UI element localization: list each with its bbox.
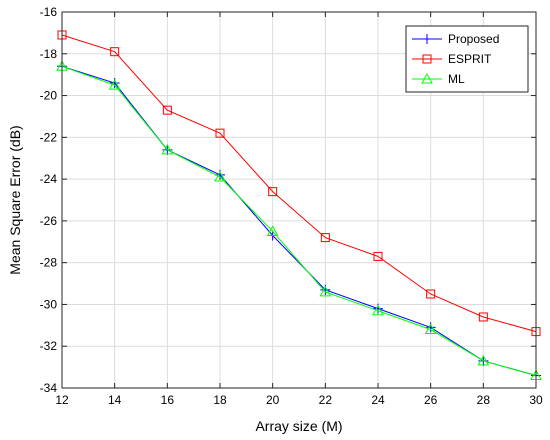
x-tick-label: 26 bbox=[424, 393, 438, 407]
y-tick-label: -34 bbox=[40, 381, 58, 395]
ticks: 12 14 16 18 20 22 24 26 28 30 -16 -18 -20 -22 -24 -26 -2… bbox=[40, 5, 543, 407]
data-point bbox=[478, 312, 488, 322]
series-line-esprit bbox=[61, 34, 537, 333]
data-point bbox=[162, 105, 172, 115]
y-tick-label: -20 bbox=[40, 89, 58, 103]
y-tick-label: -22 bbox=[40, 130, 58, 144]
series-line-ml bbox=[61, 65, 537, 376]
data-point bbox=[426, 289, 436, 299]
legend-label: ML bbox=[448, 72, 465, 86]
legend-label: Proposed bbox=[448, 32, 499, 46]
x-axis-title: Array size (M) bbox=[255, 418, 342, 434]
legend-label: ESPRIT bbox=[448, 52, 492, 66]
legend-item-ml: ML bbox=[412, 72, 465, 86]
x-tick-label: 20 bbox=[266, 393, 280, 407]
legend: Proposed ESPRIT ML bbox=[405, 25, 529, 93]
data-point bbox=[108, 79, 121, 90]
data-point bbox=[424, 323, 437, 335]
plot-frame bbox=[61, 11, 537, 389]
legend-marker bbox=[422, 34, 432, 44]
data-point bbox=[477, 354, 490, 366]
y-tick-label: -30 bbox=[40, 297, 58, 311]
data-point bbox=[215, 128, 225, 138]
x-tick-label: 30 bbox=[529, 393, 543, 407]
x-tick-label: 22 bbox=[319, 393, 333, 407]
series-ml bbox=[56, 60, 542, 380]
data-point bbox=[319, 285, 332, 297]
y-axis-title: Mean Square Error (dB) bbox=[7, 125, 23, 274]
y-tick-label: -28 bbox=[40, 256, 58, 270]
data-point bbox=[161, 143, 174, 155]
y-tick-label: -18 bbox=[40, 47, 58, 61]
legend-item-esprit: ESPRIT bbox=[412, 52, 492, 66]
data-point bbox=[214, 170, 226, 182]
data-point bbox=[320, 233, 330, 243]
y-tick-label: -24 bbox=[40, 172, 58, 186]
x-tick-label: 18 bbox=[213, 393, 227, 407]
legend-marker bbox=[421, 72, 433, 84]
series-group bbox=[56, 30, 542, 381]
data-point bbox=[373, 251, 383, 261]
series-line-proposed bbox=[61, 65, 537, 376]
data-point bbox=[110, 47, 120, 57]
x-tick-label: 24 bbox=[371, 393, 385, 407]
legend-item-proposed: Proposed bbox=[412, 32, 499, 46]
y-tick-label: -26 bbox=[40, 214, 58, 228]
x-tick-label: 16 bbox=[161, 393, 175, 407]
data-point bbox=[372, 304, 384, 316]
y-tick-label: -32 bbox=[40, 339, 58, 353]
y-tick-label: -16 bbox=[40, 5, 58, 19]
data-point bbox=[268, 187, 278, 197]
data-point bbox=[266, 225, 279, 236]
series-esprit bbox=[57, 30, 541, 337]
legend-marker bbox=[422, 54, 432, 64]
x-tick-label: 14 bbox=[108, 393, 122, 407]
x-tick-label: 28 bbox=[477, 393, 491, 407]
x-tick-label: 12 bbox=[55, 393, 69, 407]
